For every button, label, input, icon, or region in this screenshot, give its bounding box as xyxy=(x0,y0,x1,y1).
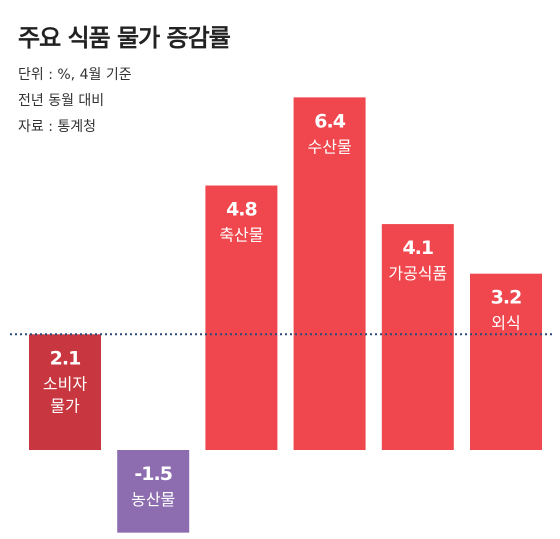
bar-2 xyxy=(117,450,190,533)
data-label-4: 6.4 xyxy=(314,110,345,132)
chart-title: 주요 식품 물가 증감률 xyxy=(18,24,231,52)
category-label-1: 물가 xyxy=(50,396,80,415)
bar-6 xyxy=(470,273,542,450)
data-label-1: 2.1 xyxy=(50,347,81,369)
data-label-2: -1.5 xyxy=(134,463,172,485)
category-label-1: 소비자 xyxy=(43,374,87,393)
category-label-2: 농산물 xyxy=(131,490,175,509)
category-label-3: 축산물 xyxy=(219,226,263,245)
bar-4 xyxy=(293,97,366,451)
chart-notes: 단위 : %, 4월 기준 전년 동월 대비 자료 : 통계청 xyxy=(18,62,132,140)
bar-5 xyxy=(381,224,454,450)
comparison-note: 전년 동월 대비 xyxy=(18,93,105,109)
data-label-5: 4.1 xyxy=(402,237,433,259)
data-label-6: 3.2 xyxy=(491,287,522,309)
category-label-6: 외식 xyxy=(491,314,520,333)
data-label-3: 4.8 xyxy=(226,199,257,221)
bar-1 xyxy=(29,334,101,450)
category-label-4: 수산물 xyxy=(308,137,352,156)
category-label-5: 가공식품 xyxy=(388,264,447,283)
unit-note: 단위 : %, 4월 기준 xyxy=(18,67,132,83)
source-note: 자료 : 통계청 xyxy=(18,119,97,135)
bar-3 xyxy=(205,185,278,450)
